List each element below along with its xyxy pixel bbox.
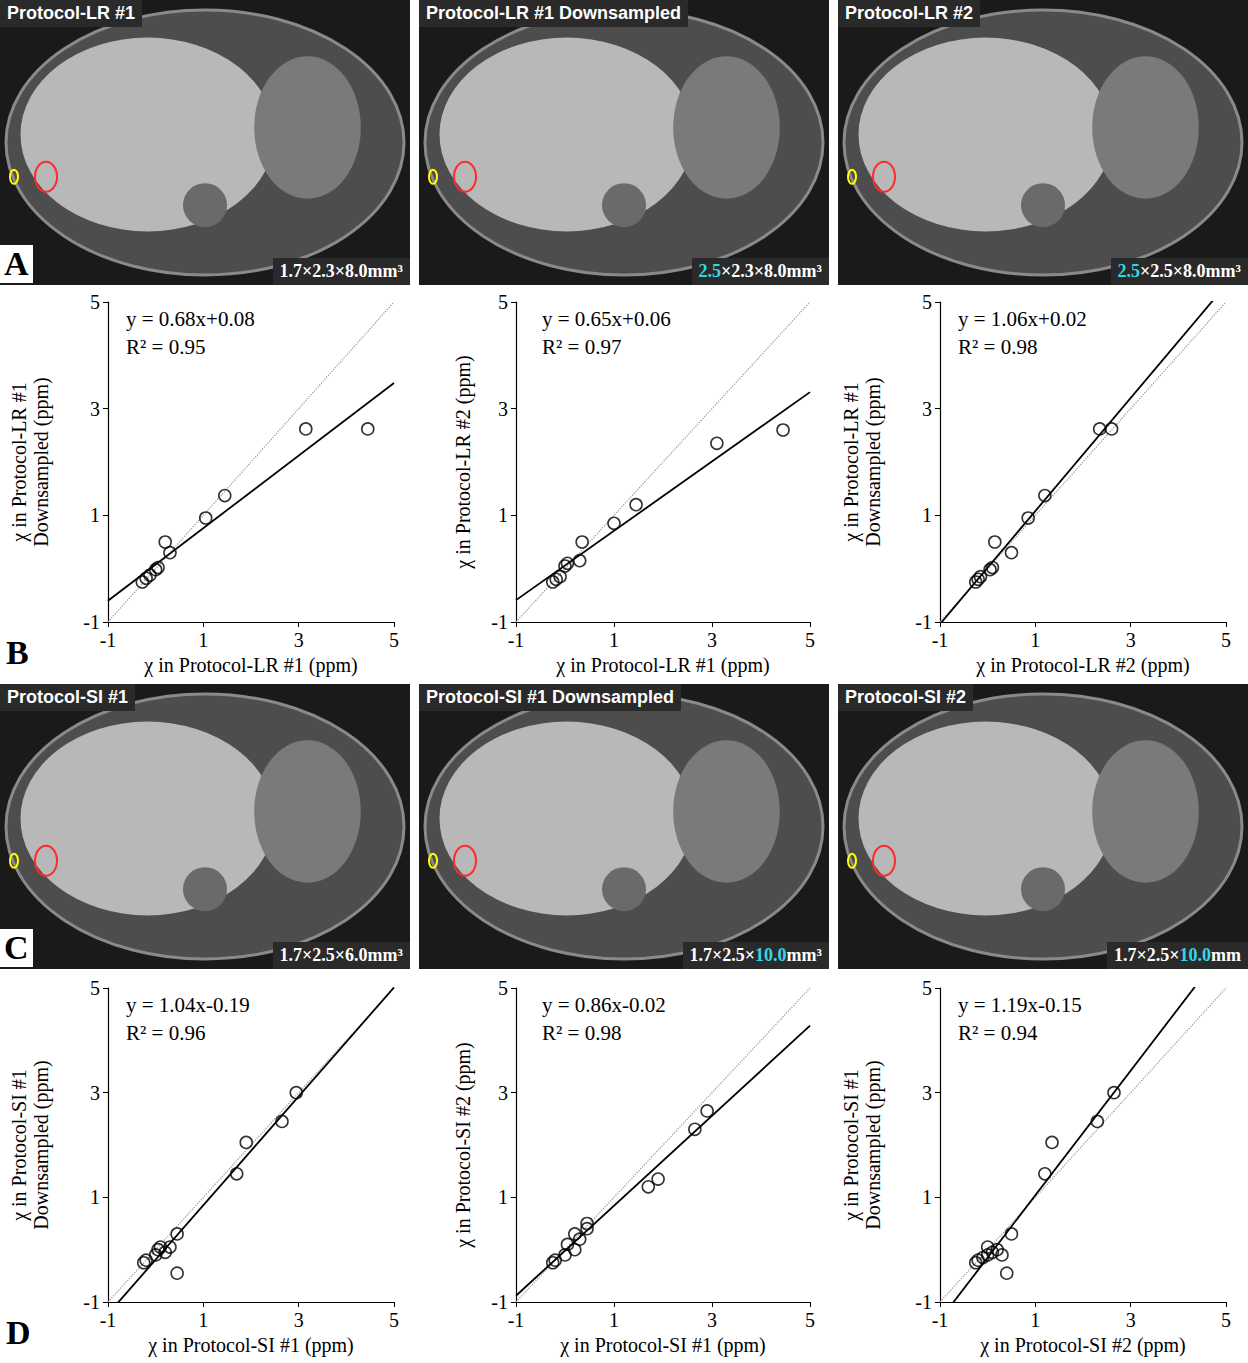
svg-text:1: 1	[609, 1309, 619, 1331]
svg-text:R² = 0.94: R² = 0.94	[958, 1021, 1038, 1045]
svg-text:χ in Protocol-LR #1: χ in Protocol-LR #1	[8, 382, 31, 542]
svg-text:1: 1	[1030, 1309, 1040, 1331]
svg-text:3: 3	[707, 629, 717, 651]
html-text:2.5 ×2.5×8.0mm³: 2.5 ×2.5×8.0mm³	[1117, 261, 1241, 281]
svg-text:-1: -1	[508, 1309, 525, 1331]
svg-text:3: 3	[922, 1082, 932, 1104]
svg-text:5: 5	[922, 977, 932, 999]
svg-text:-1: -1	[932, 629, 949, 651]
svg-text:Downsampled (ppm): Downsampled (ppm)	[30, 377, 53, 546]
svg-text:-1: -1	[83, 1291, 100, 1313]
svg-text:5: 5	[922, 291, 932, 313]
svg-text:1: 1	[90, 1186, 100, 1208]
svg-text:y = 0.86x-0.02: y = 0.86x-0.02	[542, 993, 666, 1017]
svg-text:5: 5	[389, 629, 399, 651]
svg-text:R² = 0.97: R² = 0.97	[542, 335, 621, 359]
svg-text:5: 5	[498, 291, 508, 313]
svg-text:χ in Protocol-SI #1 (ppm): χ in Protocol-SI #1 (ppm)	[559, 1334, 766, 1357]
svg-text:y = 0.65x+0.06: y = 0.65x+0.06	[542, 307, 671, 331]
svg-text:y = 1.06x+0.02: y = 1.06x+0.02	[958, 307, 1087, 331]
svg-text:χ in Protocol-SI #2 (ppm): χ in Protocol-SI #2 (ppm)	[452, 1042, 475, 1249]
html-text:1.7×2.5× 10.0 mm: 1.7×2.5× 10.0 mm	[1114, 945, 1241, 965]
svg-text:3: 3	[294, 629, 304, 651]
svg-text:1: 1	[609, 629, 619, 651]
svg-text:Downsampled (ppm): Downsampled (ppm)	[30, 1060, 53, 1229]
html-text:2.5 ×2.3×8.0mm³: 2.5 ×2.3×8.0mm³	[698, 261, 822, 281]
svg-text:R² = 0.96: R² = 0.96	[126, 1021, 205, 1045]
svg-text:-1: -1	[491, 1291, 508, 1313]
svg-text:3: 3	[1126, 1309, 1136, 1331]
svg-text:-1: -1	[491, 611, 508, 633]
svg-text:Downsampled (ppm): Downsampled (ppm)	[862, 377, 885, 546]
svg-text:3: 3	[90, 1082, 100, 1104]
svg-text:χ in Protocol-LR #1: χ in Protocol-LR #1	[840, 382, 863, 542]
svg-text:5: 5	[498, 977, 508, 999]
html-text:1.7×2.3×8.0mm³: 1.7×2.3×8.0mm³	[279, 261, 403, 281]
svg-text:-1: -1	[100, 629, 117, 651]
svg-text:1: 1	[1030, 629, 1040, 651]
svg-text:χ in Protocol-LR #2 (ppm): χ in Protocol-LR #2 (ppm)	[452, 355, 475, 569]
html-text:D: D	[6, 1314, 31, 1351]
svg-text:χ in Protocol-SI #1: χ in Protocol-SI #1	[840, 1069, 863, 1222]
svg-text:1: 1	[922, 1186, 932, 1208]
html-text:1.7×2.5×6.0mm³: 1.7×2.5×6.0mm³	[279, 945, 403, 965]
svg-text:-1: -1	[915, 611, 932, 633]
svg-text:-1: -1	[100, 1309, 117, 1331]
html-text:Protocol-LR #2: Protocol-LR #2	[845, 3, 973, 23]
svg-text:1: 1	[90, 504, 100, 526]
svg-text:R² = 0.95: R² = 0.95	[126, 335, 205, 359]
svg-text:3: 3	[1126, 629, 1136, 651]
svg-text:3: 3	[498, 1082, 508, 1104]
svg-text:5: 5	[90, 291, 100, 313]
svg-text:1: 1	[198, 629, 208, 651]
html-text:Protocol-SI #1 Downsampled: Protocol-SI #1 Downsampled	[426, 687, 674, 707]
html-text:A: A	[4, 245, 29, 282]
svg-text:y = 1.19x-0.15: y = 1.19x-0.15	[958, 993, 1082, 1017]
svg-text:-1: -1	[915, 1291, 932, 1313]
svg-text:5: 5	[805, 1309, 815, 1331]
svg-text:1: 1	[498, 1186, 508, 1208]
svg-text:χ in Protocol-SI #1 (ppm): χ in Protocol-SI #1 (ppm)	[147, 1334, 354, 1357]
svg-text:χ in Protocol-LR #2 (ppm): χ in Protocol-LR #2 (ppm)	[975, 654, 1189, 677]
svg-text:5: 5	[389, 1309, 399, 1331]
svg-text:3: 3	[90, 398, 100, 420]
svg-text:3: 3	[498, 398, 508, 420]
svg-text:y = 1.04x-0.19: y = 1.04x-0.19	[126, 993, 250, 1017]
svg-text:χ in Protocol-SI #1: χ in Protocol-SI #1	[8, 1069, 31, 1222]
svg-text:Downsampled (ppm): Downsampled (ppm)	[862, 1060, 885, 1229]
svg-text:R² = 0.98: R² = 0.98	[542, 1021, 621, 1045]
svg-text:5: 5	[805, 629, 815, 651]
svg-text:5: 5	[1221, 1309, 1231, 1331]
html-text:1.7×2.5× 10.0 mm³: 1.7×2.5× 10.0 mm³	[689, 945, 822, 965]
svg-text:χ in Protocol-SI #2 (ppm): χ in Protocol-SI #2 (ppm)	[979, 1334, 1186, 1357]
svg-text:3: 3	[922, 398, 932, 420]
svg-text:χ in Protocol-LR #1 (ppm): χ in Protocol-LR #1 (ppm)	[555, 654, 769, 677]
html-text:Protocol-SI #1: Protocol-SI #1	[7, 687, 128, 707]
svg-text:-1: -1	[83, 611, 100, 633]
svg-text:-1: -1	[508, 629, 525, 651]
svg-text:5: 5	[1221, 629, 1231, 651]
svg-text:3: 3	[294, 1309, 304, 1331]
svg-text:1: 1	[498, 504, 508, 526]
svg-text:5: 5	[90, 977, 100, 999]
html-text:Protocol-SI #2: Protocol-SI #2	[845, 687, 966, 707]
svg-text:1: 1	[922, 504, 932, 526]
html-text:Protocol-LR #1: Protocol-LR #1	[7, 3, 135, 23]
svg-text:χ in Protocol-LR #1 (ppm): χ in Protocol-LR #1 (ppm)	[143, 654, 357, 677]
svg-text:R² = 0.98: R² = 0.98	[958, 335, 1037, 359]
html-text:Protocol-LR #1 Downsampled: Protocol-LR #1 Downsampled	[426, 3, 681, 23]
svg-text:y = 0.68x+0.08: y = 0.68x+0.08	[126, 307, 255, 331]
svg-text:-1: -1	[932, 1309, 949, 1331]
svg-text:1: 1	[198, 1309, 208, 1331]
html-text:C: C	[4, 929, 29, 966]
svg-text:3: 3	[707, 1309, 717, 1331]
html-text:B: B	[6, 634, 29, 671]
